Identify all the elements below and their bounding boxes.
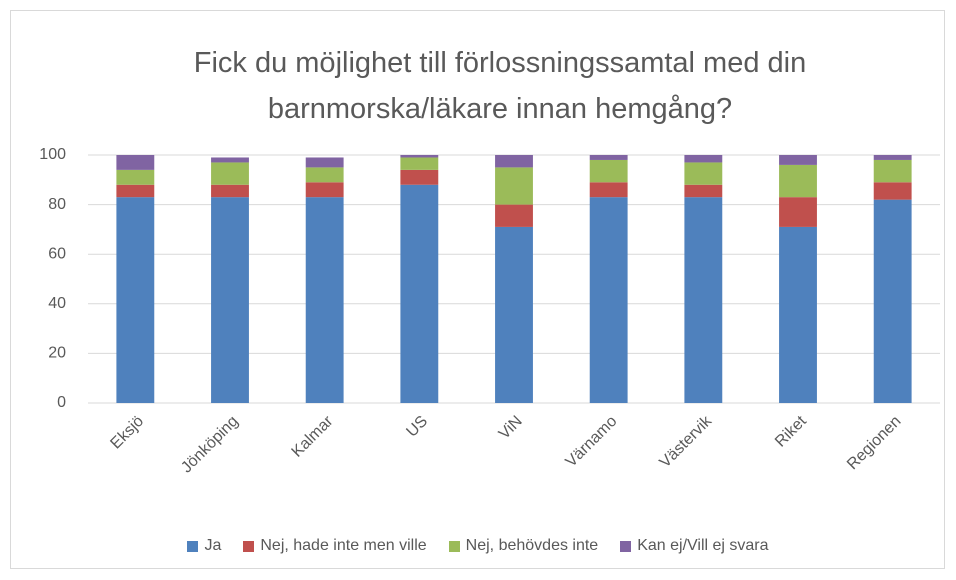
x-tick-label: Riket xyxy=(772,412,810,450)
legend-label: Kan ej/Vill ej svara xyxy=(637,537,769,554)
x-tick-label: Kalmar xyxy=(289,412,337,460)
bar-segment xyxy=(589,197,628,403)
bar-segment xyxy=(400,169,439,185)
bar-segment xyxy=(589,155,628,160)
bar-segment xyxy=(684,162,723,185)
chart-title: Fick du möjlighet till förlossningssamta… xyxy=(193,47,807,125)
legend-label: Ja xyxy=(204,537,222,554)
legend: Ja Nej, hade inte men ville Nej, behövdes … xyxy=(0,537,956,555)
bar-segment xyxy=(400,157,439,170)
bar-segment xyxy=(116,155,155,170)
bar-segment xyxy=(211,184,249,198)
bar-segment xyxy=(211,162,249,185)
bar-segment xyxy=(873,155,912,160)
legend-label: Nej, hade inte men ville xyxy=(260,537,427,554)
bar-segment xyxy=(873,159,912,183)
bar-segment xyxy=(684,197,723,403)
bar-segment xyxy=(779,226,817,403)
bar-segment xyxy=(400,155,439,158)
legend-label: Nej, behövdes inte xyxy=(465,537,599,554)
y-tick-label: 20 xyxy=(48,345,66,362)
bar-segment xyxy=(116,184,155,198)
bar-segment xyxy=(779,197,817,227)
x-tick-label: ViN xyxy=(496,413,526,443)
bar-segment xyxy=(400,184,439,403)
bar-segment xyxy=(873,199,912,403)
y-tick-label: 80 xyxy=(48,196,66,213)
legend-swatch xyxy=(620,540,632,552)
bar-segment xyxy=(779,164,817,198)
bar-segment xyxy=(116,197,155,403)
y-tick-label: 40 xyxy=(48,295,66,312)
bar-segment xyxy=(684,184,723,198)
legend-swatch xyxy=(448,540,460,552)
legend-item: Nej, behövdes inte xyxy=(448,537,599,555)
y-tick-label: 100 xyxy=(39,146,66,163)
bar-segment xyxy=(116,169,155,185)
bar-segment xyxy=(684,155,723,163)
bar-segment xyxy=(305,157,344,168)
bar-segment xyxy=(589,159,628,183)
bar-segment xyxy=(779,155,817,165)
bar-segment xyxy=(305,197,344,403)
x-tick-label: Regionen xyxy=(844,413,904,473)
legend-item: Kan ej/Vill ej svara xyxy=(620,537,769,555)
bar-segment xyxy=(211,197,249,403)
bar-segment xyxy=(495,204,533,227)
legend-item: Ja xyxy=(187,537,221,555)
bar-segment xyxy=(211,157,249,163)
x-tick-label: Eksjö xyxy=(107,413,147,453)
legend-swatch xyxy=(243,540,255,552)
x-tick-label: Jönköping xyxy=(178,413,242,477)
bar-segment xyxy=(495,155,533,168)
bar-segment xyxy=(589,182,628,198)
bar-segment xyxy=(305,167,344,183)
chart-frame xyxy=(10,10,945,569)
legend-item: Nej, hade inte men ville xyxy=(243,537,427,555)
x-tick-label: Västervik xyxy=(657,412,716,471)
bar-segment xyxy=(495,167,533,205)
y-tick-label: 0 xyxy=(57,394,66,411)
bar-segment xyxy=(873,182,912,200)
bar-segment xyxy=(495,226,533,403)
x-tick-label: US xyxy=(403,413,431,441)
legend-swatch xyxy=(187,540,199,552)
bar-segment xyxy=(305,182,344,198)
x-tick-label: Värnamo xyxy=(563,413,621,471)
y-tick-label: 60 xyxy=(48,245,66,262)
